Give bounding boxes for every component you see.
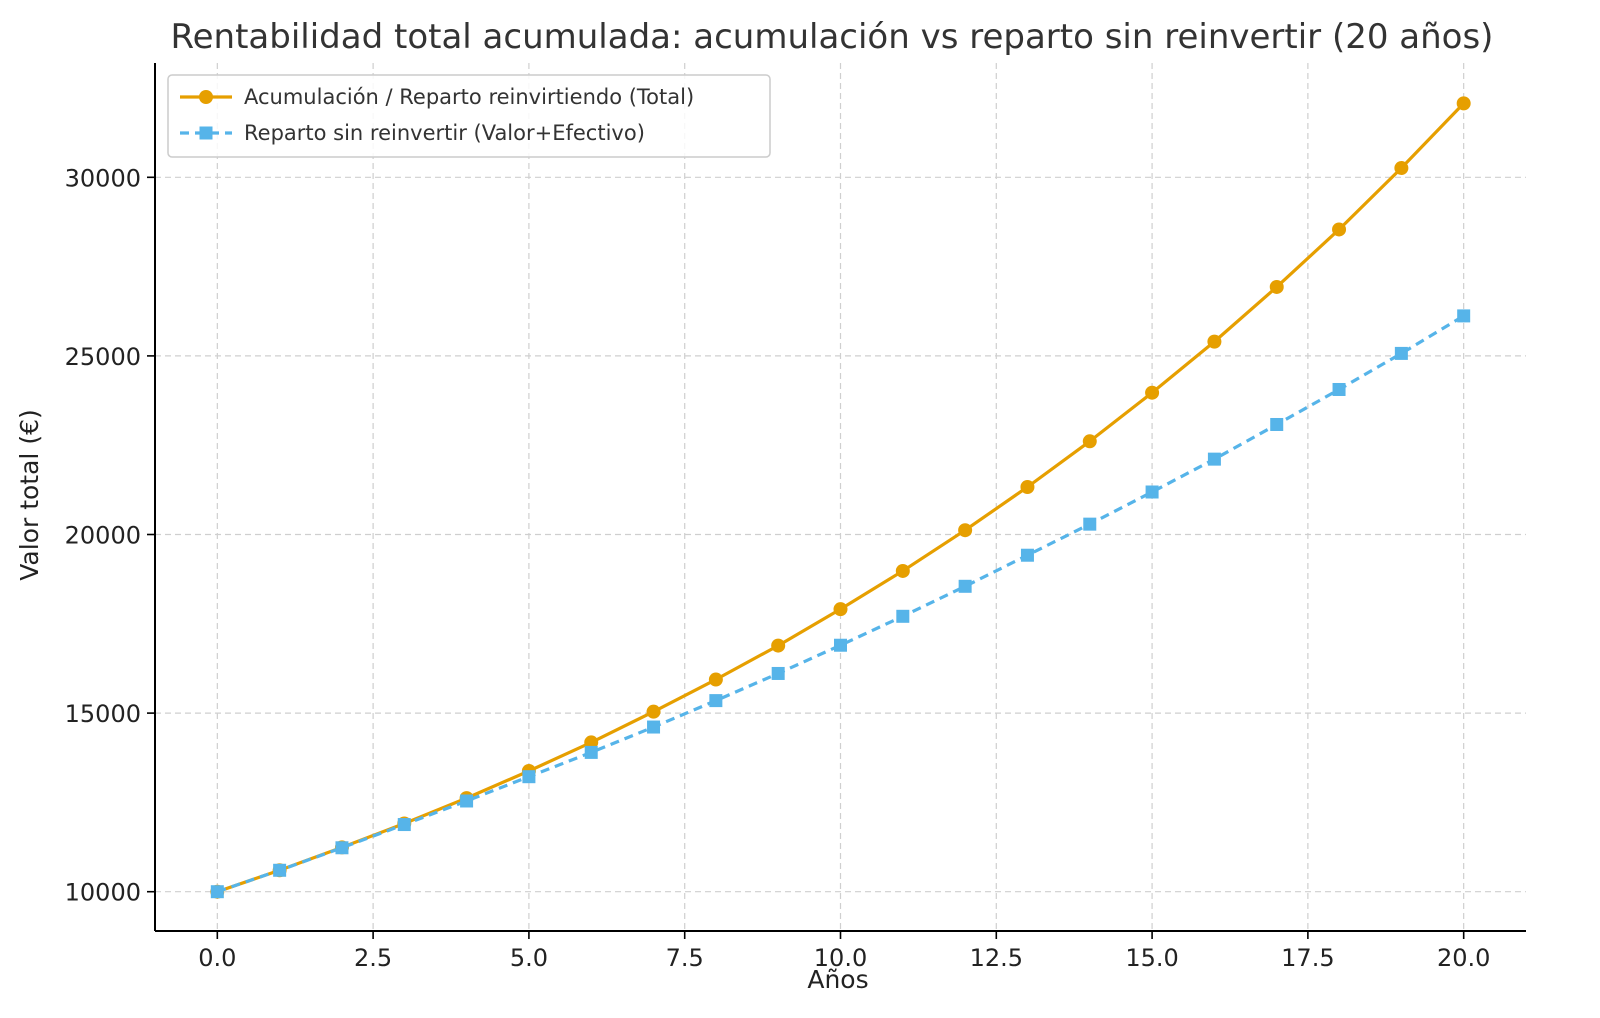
- series-1-point: [1145, 485, 1159, 499]
- y-tick-label: 25000: [65, 343, 141, 371]
- series-1-point: [1457, 309, 1471, 323]
- legend: Acumulación / Reparto reinvirtiendo (Tot…: [167, 74, 771, 158]
- series-layer: [210, 96, 1471, 899]
- series-0-point: [1207, 334, 1222, 349]
- series-1-point: [460, 794, 474, 808]
- legend-marker-1: [199, 126, 213, 140]
- x-tick-label: 15.0: [1125, 944, 1178, 972]
- series-0-point: [895, 563, 910, 578]
- series-0-point: [833, 602, 848, 617]
- series-1-point: [1270, 417, 1284, 431]
- y-tick-label: 15000: [65, 700, 141, 728]
- legend-label-1: Reparto sin reinvertir (Valor+Efectivo): [244, 121, 645, 145]
- y-tick-label: 20000: [65, 522, 141, 550]
- series-1-point: [709, 694, 723, 708]
- series-0-point: [958, 523, 973, 538]
- series-1-point: [1332, 382, 1346, 396]
- x-tick-label: 7.5: [666, 944, 704, 972]
- series-0-point: [1394, 161, 1409, 176]
- grid: [155, 63, 1526, 931]
- series-0-point: [708, 672, 723, 687]
- legend-marker-0: [199, 90, 213, 104]
- series-0-point: [1332, 222, 1347, 237]
- series-1-point: [647, 720, 661, 734]
- series-1-point: [834, 638, 847, 652]
- series-0-point: [1456, 96, 1471, 111]
- series-0-point: [771, 638, 786, 653]
- series-1-point: [210, 885, 224, 899]
- x-axis-label: Años: [807, 965, 868, 994]
- series-1-point: [335, 841, 349, 855]
- series-1-point: [771, 666, 785, 680]
- series-1-point: [522, 770, 536, 784]
- x-tick-label: 2.5: [354, 944, 392, 972]
- x-tick-label: 17.5: [1281, 944, 1334, 972]
- legend-label-0: Acumulación / Reparto reinvirtiendo (Tot…: [244, 85, 694, 109]
- chart-title: Rentabilidad total acumulada: acumulació…: [171, 17, 1494, 57]
- ticks: 0.0 2.5 5.0 7.5 10.0 12.5 15.0 17.5 20.0 10000 150…: [65, 164, 1491, 972]
- series-1-point: [958, 579, 972, 593]
- y-tick-label: 30000: [65, 164, 141, 192]
- series-0-point: [1145, 385, 1160, 400]
- y-tick-label: 10000: [65, 879, 141, 907]
- series-1-point: [1020, 548, 1034, 562]
- series-1-point: [397, 818, 411, 832]
- series-1-point: [1083, 517, 1097, 531]
- x-tick-label: 10.0: [814, 944, 867, 972]
- series-0-point: [646, 704, 661, 719]
- x-tick-label: 5.0: [510, 944, 548, 972]
- series-1-point: [896, 609, 910, 623]
- legend-box: [167, 74, 771, 158]
- series-0-point: [1020, 479, 1035, 494]
- x-tick-label: 20.0: [1437, 944, 1490, 972]
- series-1-point: [584, 745, 598, 759]
- series-1-point: [273, 863, 287, 877]
- series-0-point: [1269, 279, 1284, 294]
- y-axis-label: Valor total (€): [15, 409, 44, 580]
- series-1-point: [1394, 346, 1408, 360]
- x-tick-label: 0.0: [198, 944, 236, 972]
- x-tick-label: 12.5: [970, 944, 1023, 972]
- series-0-point: [1082, 434, 1097, 449]
- series-1-point: [1207, 452, 1221, 466]
- series-0-point: [584, 735, 599, 750]
